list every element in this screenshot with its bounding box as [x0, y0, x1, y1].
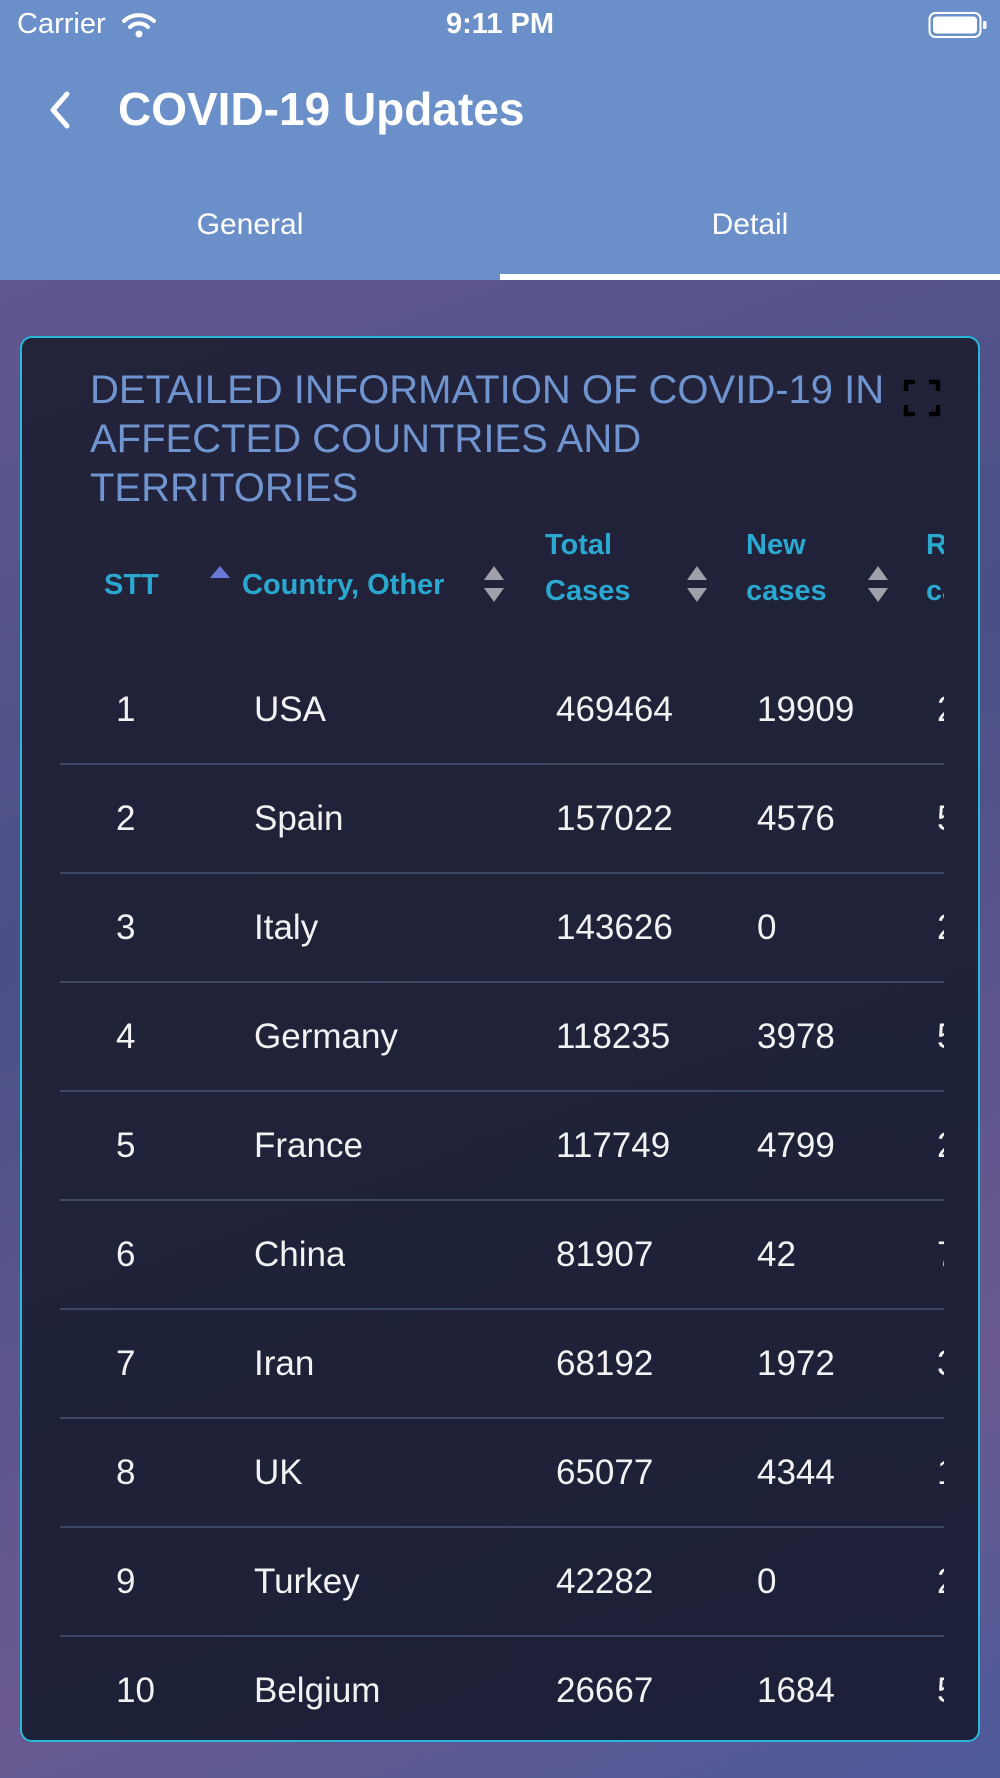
table-row[interactable]: 7 Iran 68192 1972 35 — [60, 1310, 944, 1419]
carrier-label: Carrier — [17, 8, 106, 40]
active-tab-indicator — [500, 274, 1000, 280]
app-header: Carrier 9:11 PM COVID-19 Updates General… — [0, 0, 1000, 280]
tab-general[interactable]: General — [196, 208, 304, 241]
table-row[interactable]: 2 Spain 157022 4576 55 — [60, 765, 944, 874]
status-time: 9:11 PM — [446, 8, 554, 40]
page-title: COVID-19 Updates — [118, 83, 525, 135]
chevron-left-icon — [50, 91, 70, 129]
tab-detail[interactable]: Detail — [711, 208, 789, 241]
detail-card: DETAILED INFORMATION OF COVID-19 IN AFFE… — [20, 336, 980, 1742]
back-button[interactable] — [30, 80, 90, 140]
table-row[interactable]: 9 Turkey 42282 0 21 — [60, 1528, 944, 1637]
sort-asc-icon — [210, 566, 230, 578]
column-header-new-cases[interactable]: New cases — [746, 528, 896, 648]
wifi-icon — [122, 13, 156, 38]
column-header-recovered[interactable]: Re ca — [926, 529, 944, 607]
tab-bar: General Detail — [0, 190, 1000, 280]
table-row[interactable]: 8 UK 65077 4344 13 — [60, 1419, 944, 1528]
column-header-total-cases[interactable]: Total Cases — [545, 528, 715, 648]
table-row[interactable]: 10 Belgium 26667 1684 55 — [60, 1637, 944, 1740]
table-row[interactable]: 5 France 117749 4799 23 — [60, 1092, 944, 1201]
table-row[interactable]: 1 USA 469464 19909 25 — [60, 656, 944, 765]
table-row[interactable]: 6 China 81907 42 77 — [60, 1201, 944, 1310]
cases-table: STT Country, Other Total Cases New cases — [60, 528, 944, 1740]
status-bar: Carrier 9:11 PM — [0, 0, 1000, 50]
card-title: DETAILED INFORMATION OF COVID-19 IN AFFE… — [90, 368, 885, 510]
sort-icon — [868, 566, 888, 602]
column-header-country[interactable]: Country, Other — [242, 528, 512, 648]
table-row[interactable]: 4 Germany 118235 3978 52 — [60, 983, 944, 1092]
column-header-stt[interactable]: STT — [104, 528, 244, 648]
sort-icon — [687, 566, 707, 602]
sort-icon — [484, 566, 504, 602]
battery-icon — [928, 12, 987, 38]
nav-bar: COVID-19 Updates — [0, 60, 1000, 160]
table-row[interactable]: 3 Italy 143626 0 28 — [60, 874, 944, 983]
expand-icon[interactable] — [902, 378, 942, 418]
